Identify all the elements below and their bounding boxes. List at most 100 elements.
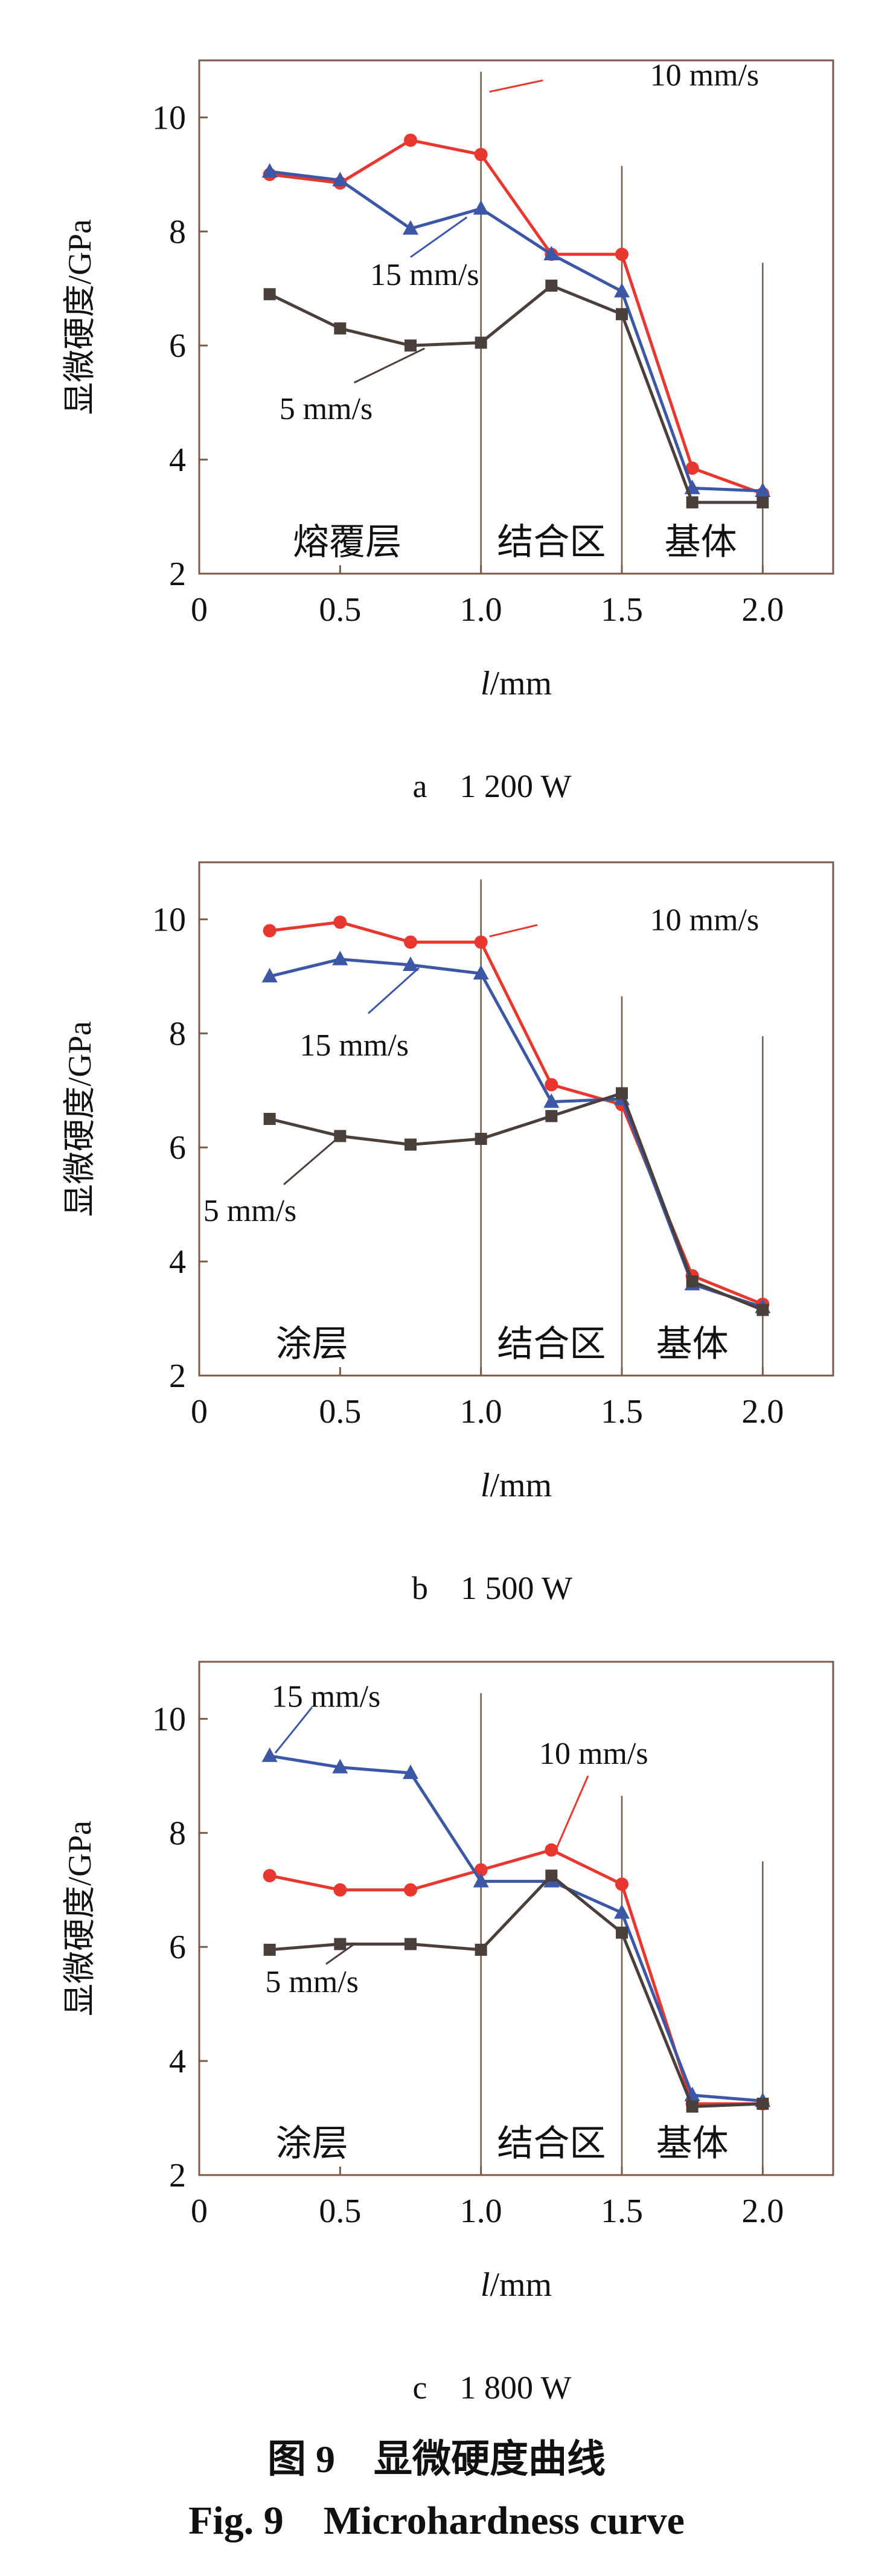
- series-callout-line: [354, 347, 425, 383]
- x-tick-label: 1.5: [601, 591, 643, 629]
- series-label: 5 mm/s: [203, 1194, 297, 1228]
- data-point-triangle: [261, 1747, 278, 1762]
- series-label: 10 mm/s: [539, 1737, 648, 1771]
- data-point-circle: [263, 1869, 277, 1883]
- y-tick-label: 4: [169, 441, 186, 479]
- y-tick-label: 8: [169, 1015, 186, 1053]
- data-point-circle: [404, 935, 417, 949]
- subfigure-caption: b 1 500 W: [412, 1570, 572, 1606]
- series-callout-line: [489, 79, 543, 93]
- region-label: 熔覆层: [293, 522, 401, 562]
- data-point-circle: [474, 935, 488, 949]
- region-label: 涂层: [276, 1324, 348, 1364]
- series-line: [269, 1874, 763, 2109]
- data-point-triangle: [332, 950, 348, 966]
- region-label: 涂层: [276, 2124, 348, 2164]
- data-point-triangle: [261, 163, 278, 178]
- data-point-square: [405, 1138, 417, 1151]
- data-point-square: [405, 339, 417, 352]
- series-label: 15 mm/s: [370, 258, 479, 292]
- x-axis-label-var: l: [481, 1467, 490, 1504]
- series-callout-line: [325, 1943, 355, 1965]
- data-point-triangle: [261, 967, 278, 982]
- data-point-circle: [333, 915, 347, 929]
- x-tick-label: 1.5: [601, 1393, 643, 1431]
- data-point-square: [756, 496, 769, 508]
- x-axis-label-unit: /mm: [490, 665, 552, 702]
- series-line: [269, 1754, 763, 2103]
- plot-frame: [198, 1661, 834, 2176]
- series-callout-line: [367, 967, 420, 1014]
- data-point-square: [263, 1113, 276, 1125]
- data-point-square: [756, 2097, 769, 2110]
- data-point-square: [545, 1110, 558, 1123]
- data-point-triangle: [403, 956, 418, 971]
- y-axis-label: 显微硬度/GPa: [62, 1821, 98, 2016]
- data-point-square: [686, 2100, 699, 2113]
- data-point-triangle: [543, 1093, 560, 1108]
- data-point-square: [616, 1087, 628, 1100]
- region-label: 结合区: [497, 2124, 606, 2164]
- data-point-square: [475, 1133, 487, 1145]
- data-point-circle: [474, 147, 488, 161]
- data-point-square: [616, 1926, 628, 1939]
- data-point-triangle: [614, 1904, 630, 1919]
- data-point-circle: [685, 461, 699, 475]
- y-tick-label: 6: [169, 1929, 186, 1966]
- chart-panel-b: 0 0.5 1.0 1.5 2.0 2 4 6 8 10 显微硬度/GPa l/mm 涂层 结合区 基体 10…: [62, 861, 834, 1606]
- data-point-square: [475, 1943, 487, 1956]
- series-label: 15 mm/s: [272, 1680, 381, 1714]
- y-axis-label: 显微硬度/GPa: [62, 1021, 98, 1217]
- series-label: 5 mm/s: [280, 392, 373, 426]
- y-tick-label: 10: [152, 1700, 186, 1738]
- data-point-circle: [545, 1843, 558, 1857]
- data-point-triangle: [755, 482, 771, 498]
- data-point-triangle: [403, 220, 418, 235]
- region-label: 结合区: [497, 1324, 606, 1364]
- region-label: 基体: [656, 2124, 729, 2164]
- chart-panel-a: 0 0.5 1.0 1.5 2.0 2 4 6 8 10 显微硬度/GPa l/mm 熔覆层 结合区 基体 1…: [62, 59, 834, 804]
- y-tick-label: 2: [169, 1357, 186, 1395]
- region-label: 基体: [656, 1324, 729, 1364]
- series-line: [269, 920, 764, 1306]
- y-tick-label: 2: [169, 2157, 186, 2194]
- data-point-triangle: [614, 283, 630, 298]
- data-point-square: [545, 1870, 558, 1882]
- x-tick-label: 1.5: [601, 2193, 643, 2230]
- data-point-square: [475, 336, 487, 349]
- data-point-square: [756, 1304, 769, 1316]
- subfigure-caption: c 1 800 W: [413, 2369, 572, 2406]
- data-point-circle: [404, 133, 417, 147]
- region-label: 结合区: [497, 522, 606, 562]
- x-tick-label: 0: [191, 591, 208, 629]
- x-axis-label-unit: /mm: [490, 2266, 552, 2304]
- series-label: 10 mm/s: [650, 59, 759, 93]
- x-tick-label: 1.0: [460, 2193, 502, 2230]
- x-tick-label: 0: [191, 2193, 208, 2230]
- x-tick-label: 0.5: [319, 2193, 361, 2230]
- y-tick-label: 8: [169, 213, 186, 251]
- x-axis-label-var: l: [481, 2266, 490, 2304]
- chart-panel-c: 0 0.5 1.0 1.5 2.0 2 4 6 8 10 显微硬度/GPa l/mm 涂层 结合区 基体 15…: [62, 1661, 834, 2406]
- plot-frame: [198, 59, 834, 575]
- series-callout-line: [283, 1135, 341, 1185]
- data-point-square: [686, 496, 699, 508]
- data-point-square: [263, 1943, 276, 1956]
- x-axis-label-var: l: [481, 665, 490, 702]
- data-point-triangle: [473, 200, 489, 215]
- series-line: [269, 284, 763, 504]
- data-point-square: [334, 322, 347, 335]
- y-tick-label: 4: [169, 1243, 186, 1281]
- x-tick-label: 0.5: [319, 591, 361, 629]
- series-label: 10 mm/s: [650, 903, 759, 937]
- y-tick-label: 10: [152, 901, 186, 938]
- data-point-square: [263, 288, 276, 301]
- series-label: 15 mm/s: [299, 1028, 409, 1063]
- x-tick-label: 0: [191, 1393, 208, 1431]
- data-point-circle: [545, 1078, 558, 1092]
- data-point-square: [334, 1938, 347, 1950]
- figure-caption-en: Fig. 9 Microhardness curve: [188, 2499, 685, 2543]
- data-point-triangle: [332, 171, 348, 187]
- data-point-square: [616, 308, 628, 321]
- y-tick-label: 6: [169, 327, 186, 365]
